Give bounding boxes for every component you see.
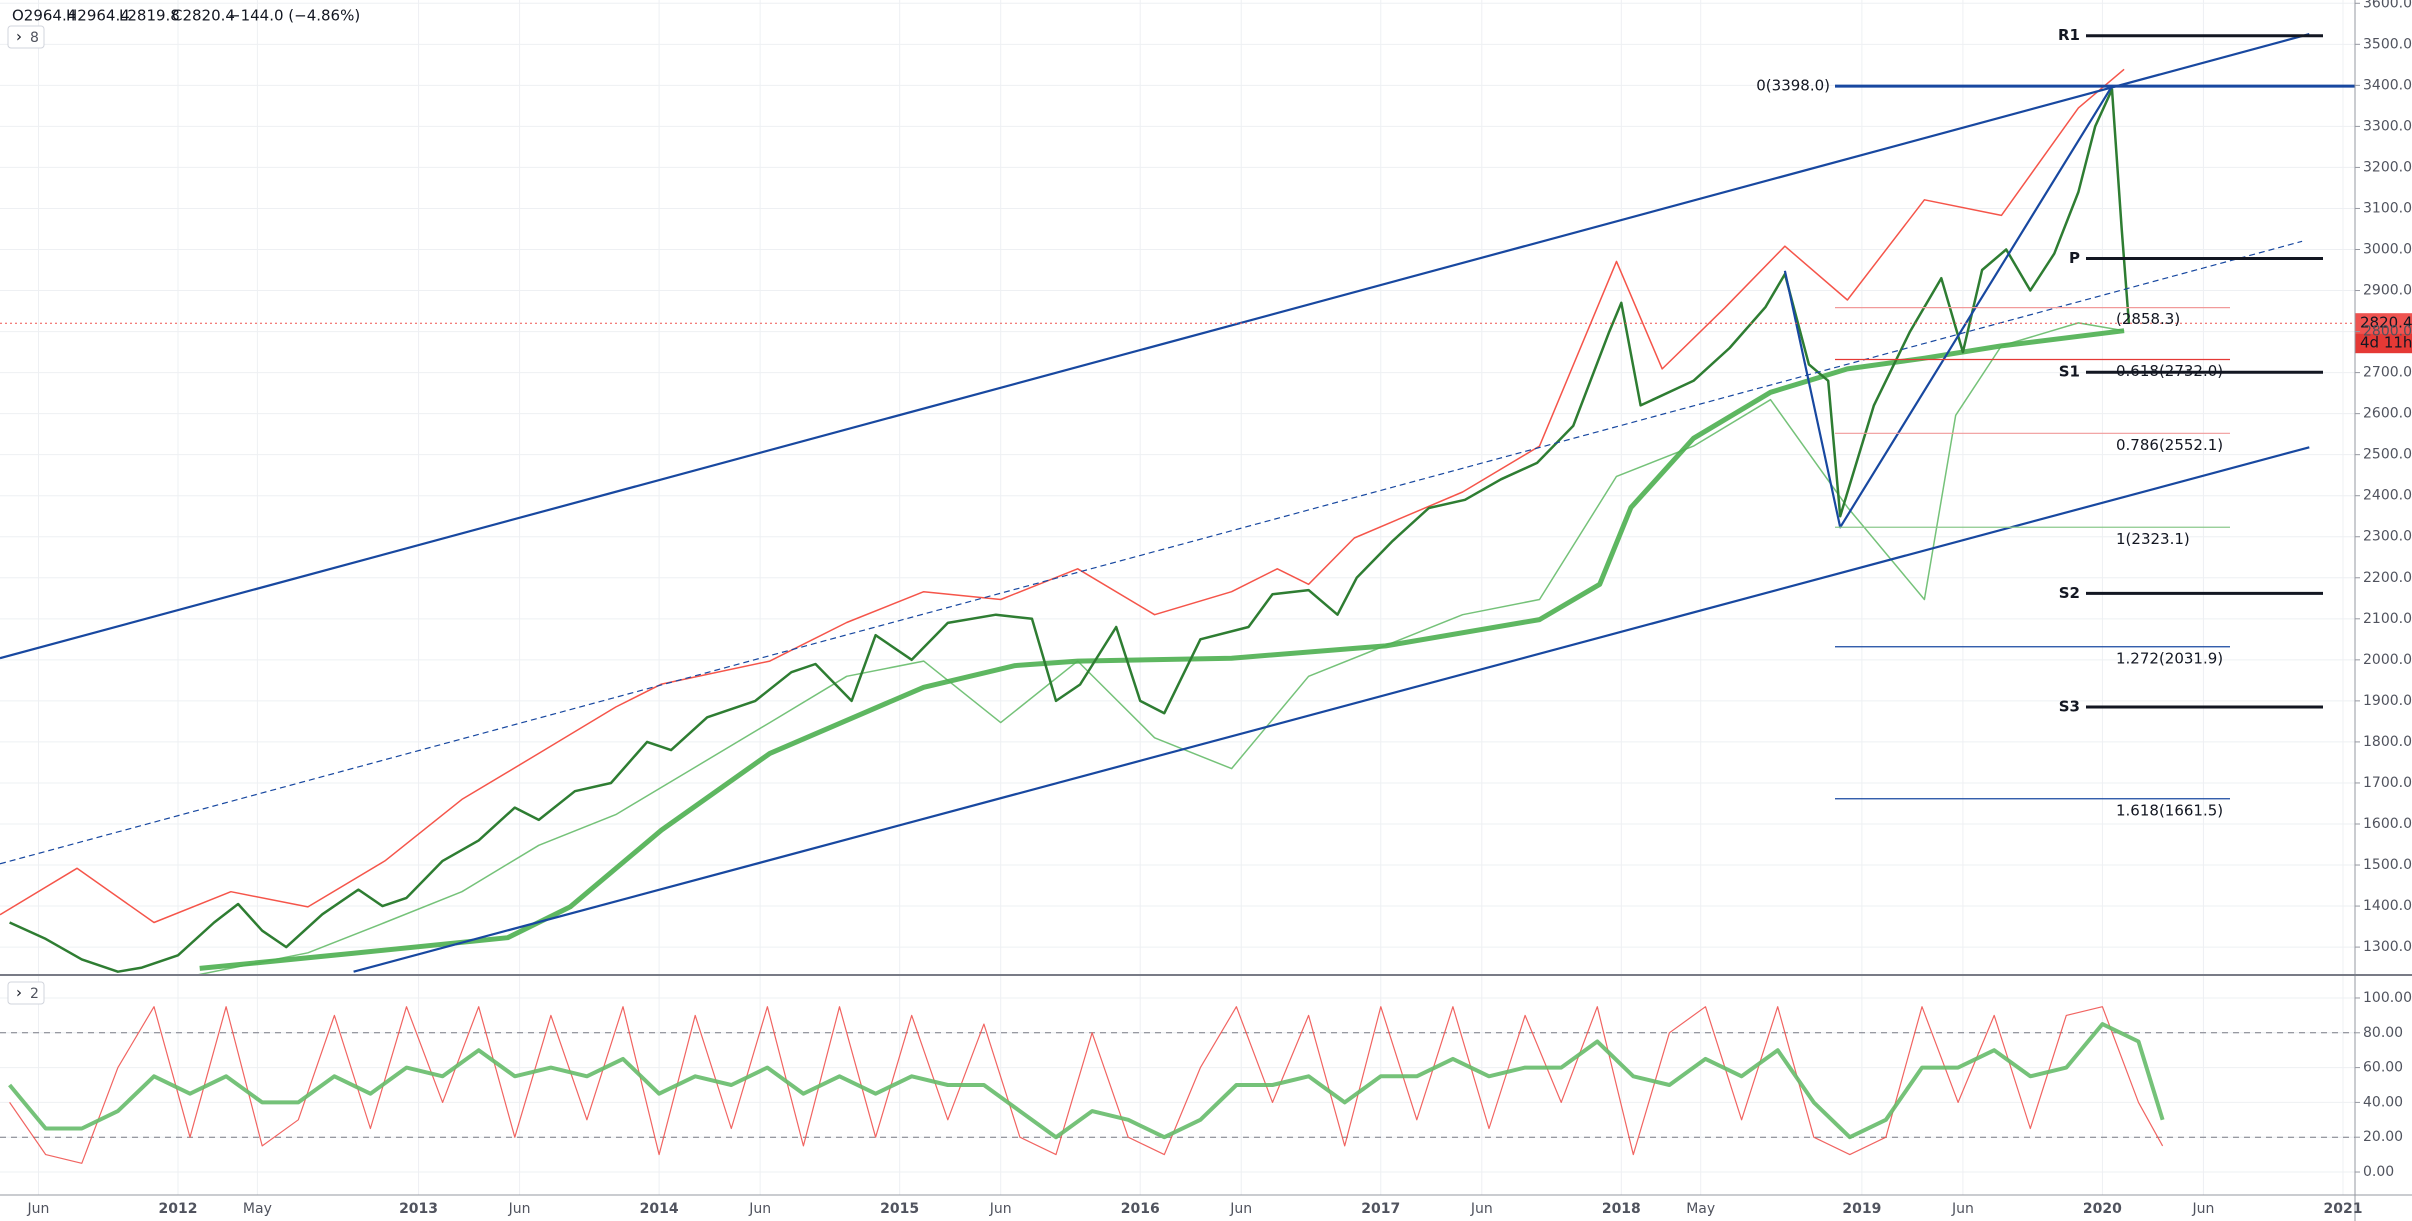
pivot-label: S2 [2059, 584, 2080, 602]
y-tick-label: 1300.0 [2363, 939, 2412, 955]
y-tick-label: 2200.0 [2363, 570, 2412, 586]
trendline [353, 446, 2310, 973]
y-tick-label: 3300.0 [2363, 118, 2412, 134]
fib-label: 1.272(2031.9) [2116, 649, 2223, 667]
oscillator-pane [0, 1006, 2355, 1164]
y-tick-label: 1500.0 [2363, 857, 2412, 873]
fib-label: 0.786(2552.1) [2116, 436, 2223, 454]
x-tick-label: 2021 [2323, 1201, 2362, 1217]
x-tick-label: Jun [1229, 1201, 1252, 1217]
pane-button[interactable]: › 2 [7, 981, 45, 1005]
pivot-label: P [2069, 249, 2080, 267]
x-tick-label: 2018 [1602, 1201, 1641, 1217]
pivot-label: R1 [2058, 26, 2080, 44]
y-tick-label: 2400.0 [2363, 488, 2412, 504]
price-pane [0, 33, 2355, 975]
y-tick-label: 100.00 [2363, 990, 2412, 1006]
x-tick-label: Jun [989, 1201, 1012, 1217]
trendline [0, 240, 2303, 865]
fib-label: 1(2323.1) [2116, 530, 2190, 548]
pivot-label: S3 [2059, 698, 2080, 716]
series-line [8, 1022, 2165, 1140]
y-tick-label: 1700.0 [2363, 775, 2412, 791]
x-tick-label: Jun [2192, 1201, 2215, 1217]
ohlc-close: C2820.4 [172, 7, 235, 25]
fib-label: (2858.3) [2116, 310, 2180, 328]
x-tick-label: May [1686, 1201, 1715, 1217]
pane-button-box[interactable] [7, 981, 45, 1005]
x-tick-label: Jun [1951, 1201, 1974, 1217]
x-tick-label: Jun [1470, 1201, 1493, 1217]
y-tick-label: 3200.0 [2363, 159, 2412, 175]
last-price-label: 2820.4 [2360, 314, 2412, 332]
pane-button-box[interactable] [7, 25, 45, 49]
fib-label: 0.618(2732.0) [2116, 362, 2223, 380]
y-tick-label: 3000.0 [2363, 241, 2412, 257]
y-tick-label: 1800.0 [2363, 734, 2412, 750]
x-tick-label: 2014 [640, 1201, 679, 1217]
y-tick-label: 2800.0 [2363, 324, 2412, 340]
ohlc-low: L2819.8 [119, 7, 180, 25]
y-tick-label: 1400.0 [2363, 898, 2412, 914]
y-tick-label: 3400.0 [2363, 77, 2412, 93]
y-tick-label: 2900.0 [2363, 283, 2412, 299]
y-tick-label: 1600.0 [2363, 816, 2412, 832]
x-tick-label: Jun [508, 1201, 531, 1217]
y-tick-label: 20.00 [2363, 1129, 2403, 1145]
series-line [9, 1006, 2164, 1164]
price-line [9, 88, 2131, 973]
x-tick-label: 2020 [2083, 1201, 2122, 1217]
series-line [0, 68, 2125, 924]
countdown-label: 4d 11h [2360, 334, 2412, 352]
countdown-box [2355, 333, 2412, 354]
y-tick-label: 2600.0 [2363, 406, 2412, 422]
x-tick-label: Jun [748, 1201, 771, 1217]
last-price-box [2355, 313, 2412, 334]
fib-label: 0(3398.0) [1756, 77, 1830, 95]
y-tick-label: 60.00 [2363, 1060, 2403, 1076]
fib-label: 1.618(1661.5) [2116, 801, 2223, 819]
chevron-icon: › [16, 28, 22, 46]
x-tick-label: 2015 [880, 1201, 919, 1217]
y-tick-label: 0.00 [2363, 1164, 2394, 1180]
chevron-icon: › [16, 984, 22, 1002]
y-tick-label: 80.00 [2363, 1025, 2403, 1041]
y-tick-label: 2100.0 [2363, 611, 2412, 627]
x-tick-label: 2019 [1842, 1201, 1881, 1217]
x-tick-label: 2012 [159, 1201, 198, 1217]
ohlc-high: H2964.4 [66, 7, 130, 25]
y-tick-label: 2300.0 [2363, 529, 2412, 545]
pivot-label: S1 [2059, 363, 2080, 381]
y-tick-label: 2700.0 [2363, 365, 2412, 381]
trendline [0, 33, 2310, 660]
x-tick-label: Jun [27, 1201, 50, 1217]
ohlc-open: O2964.4 [12, 7, 76, 25]
pane-button-label: 2 [30, 986, 39, 1002]
y-tick-label: 3500.0 [2363, 36, 2412, 52]
x-tick-label: 2016 [1121, 1201, 1160, 1217]
x-tick-label: 2013 [399, 1201, 438, 1217]
y-tick-label: 2000.0 [2363, 652, 2412, 668]
y-tick-label: 3600.0 [2363, 0, 2412, 11]
series-line [193, 322, 2125, 975]
pane-button[interactable]: › 8 [7, 25, 45, 49]
x-tick-label: 2017 [1361, 1201, 1400, 1217]
ohlc-change: −144.0 (−4.86%) [228, 7, 360, 25]
y-tick-label: 2500.0 [2363, 447, 2412, 463]
x-tick-label: May [243, 1201, 272, 1217]
series-line [199, 328, 2125, 971]
y-tick-label: 1900.0 [2363, 693, 2412, 709]
overlay: 0(3398.0) (2858.3) 0.618(2732.0) 0.786(2552… [1756, 26, 2412, 819]
pane-button-label: 8 [30, 30, 39, 46]
y-tick-label: 3100.0 [2363, 200, 2412, 216]
y-tick-label: 40.00 [2363, 1094, 2403, 1110]
